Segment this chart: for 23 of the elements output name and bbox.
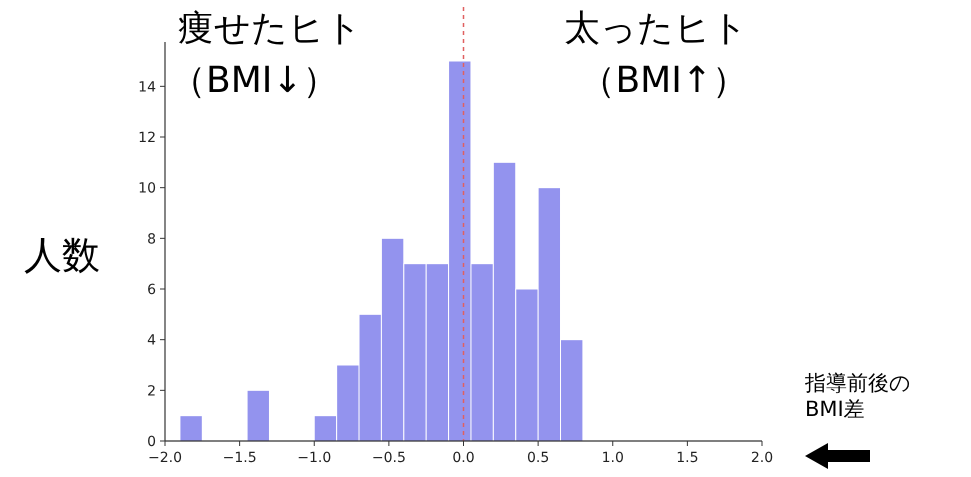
y-tick-label: 6 <box>147 282 156 298</box>
x-tick-label: −0.5 <box>372 450 406 466</box>
y-tick-label: 2 <box>147 383 156 400</box>
annotation: 痩せたヒト <box>178 8 362 49</box>
x-axis-title: 指導前後のBMI差 <box>804 371 911 421</box>
x-tick-label: 2.0 <box>750 450 774 466</box>
y-tick-label: 14 <box>138 79 156 96</box>
annotation: 太ったヒト <box>564 8 748 49</box>
x-tick-label: −2.0 <box>148 450 182 466</box>
y-tick-label: 4 <box>147 332 156 349</box>
annotation: （BMI↓） <box>170 60 339 101</box>
y-axis-title: 人数 <box>24 233 100 277</box>
x-tick-label: 1.0 <box>602 450 624 466</box>
x-tick-label: 0.5 <box>526 450 550 466</box>
y-tick-label: 12 <box>138 130 156 146</box>
x-tick-label: −1.5 <box>222 450 257 466</box>
x-tick-label: −1.0 <box>297 450 332 466</box>
x-tick-label: 0.0 <box>452 450 475 466</box>
y-tick-label: 10 <box>138 180 156 197</box>
annotation: （BMI↑） <box>579 60 748 101</box>
y-tick-label: 0 <box>147 434 156 450</box>
y-tick-label: 8 <box>147 231 156 248</box>
x-tick-label: 1.5 <box>676 450 699 466</box>
